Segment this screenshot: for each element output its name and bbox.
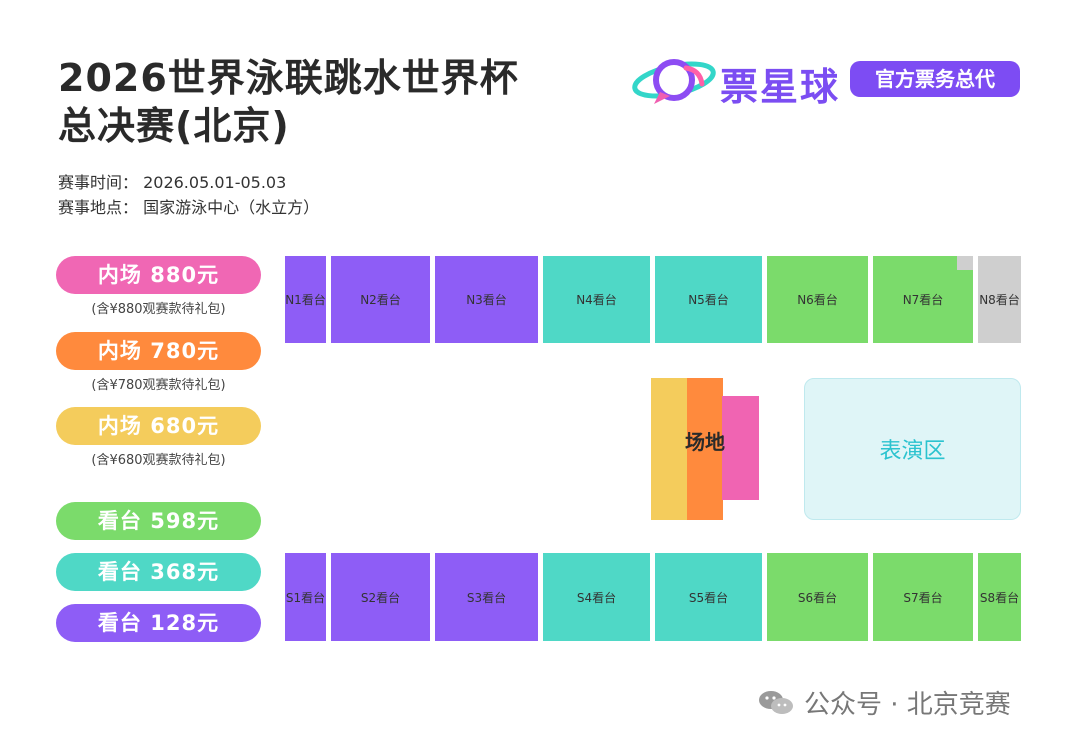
brand-name: 票星球 <box>720 65 841 109</box>
field-zone-880[interactable] <box>722 396 759 500</box>
watermark: 公众号 · 北京竞赛 <box>756 684 1011 720</box>
legend-item-128: 看台 128元 <box>56 604 261 642</box>
field-label: 场地 <box>685 430 725 454</box>
price-note-880: (含¥880观赛款待礼包) <box>91 302 226 317</box>
south-stand-s3[interactable]: S3看台 <box>435 553 538 641</box>
official-agent-badge: 官方票务总代 <box>850 61 1020 97</box>
north-stand-n7[interactable]: N7看台 <box>873 256 973 343</box>
north-stand-n8[interactable]: N8看台 <box>978 256 1021 343</box>
price-pill-880: 内场 880元 <box>56 256 261 294</box>
south-stand-s6[interactable]: S6看台 <box>767 553 868 641</box>
price-pill-780: 内场 780元 <box>56 332 261 370</box>
south-stand-s2[interactable]: S2看台 <box>331 553 430 641</box>
south-stand-s7[interactable]: S7看台 <box>873 553 973 641</box>
legend-item-368: 看台 368元 <box>56 553 261 591</box>
north-stand-n1[interactable]: N1看台 <box>285 256 326 343</box>
field-area[interactable]: 场地 <box>651 378 759 520</box>
wechat-icon <box>759 691 793 714</box>
south-stand-s5[interactable]: S5看台 <box>655 553 762 641</box>
event-info: 赛事时间： 2026.05.01-05.03 赛事地点： 国家游泳中心（水立方） <box>58 170 319 220</box>
legend-item-780: 内场 780元 (含¥780观赛款待礼包) <box>56 332 261 393</box>
south-stand-s8[interactable]: S8看台 <box>978 553 1021 641</box>
title-line-2: 总决赛(北京) <box>58 104 290 148</box>
performance-area: 表演区 <box>804 378 1021 520</box>
price-pill-368: 看台 368元 <box>56 553 261 591</box>
price-pill-598: 看台 598元 <box>56 502 261 540</box>
page-title: 2026世界泳联跳水世界杯 总决赛(北京) <box>58 54 519 150</box>
price-pill-128: 看台 128元 <box>56 604 261 642</box>
field-zone-780[interactable] <box>687 378 723 520</box>
event-time: 赛事时间： 2026.05.01-05.03 <box>58 173 287 192</box>
title-line-1: 2026世界泳联跳水世界杯 <box>58 56 519 100</box>
field-zone-680[interactable] <box>651 378 688 520</box>
n7-gray-corner <box>957 256 973 270</box>
price-note-680: (含¥680观赛款待礼包) <box>91 453 226 468</box>
planet-chat-logo-icon <box>632 59 716 104</box>
north-stand-n3[interactable]: N3看台 <box>435 256 538 343</box>
price-note-780: (含¥780观赛款待礼包) <box>91 378 226 393</box>
watermark-text: 公众号 · 北京竞赛 <box>804 689 1011 720</box>
legend-item-598: 看台 598元 <box>56 502 261 540</box>
legend-item-680: 内场 680元 (含¥680观赛款待礼包) <box>56 407 261 468</box>
price-pill-680: 内场 680元 <box>56 407 261 445</box>
legend-item-880: 内场 880元 (含¥880观赛款待礼包) <box>56 256 261 317</box>
south-stand-s1[interactable]: S1看台 <box>285 553 326 641</box>
event-venue: 赛事地点： 国家游泳中心（水立方） <box>58 198 320 217</box>
south-stand-s4[interactable]: S4看台 <box>543 553 650 641</box>
north-stand-n6[interactable]: N6看台 <box>767 256 868 343</box>
north-stand-n2[interactable]: N2看台 <box>331 256 430 343</box>
brand-logo: 票星球 官方票务总代 <box>632 50 1032 110</box>
north-stand-n5[interactable]: N5看台 <box>655 256 762 343</box>
north-stand-n4[interactable]: N4看台 <box>543 256 650 343</box>
